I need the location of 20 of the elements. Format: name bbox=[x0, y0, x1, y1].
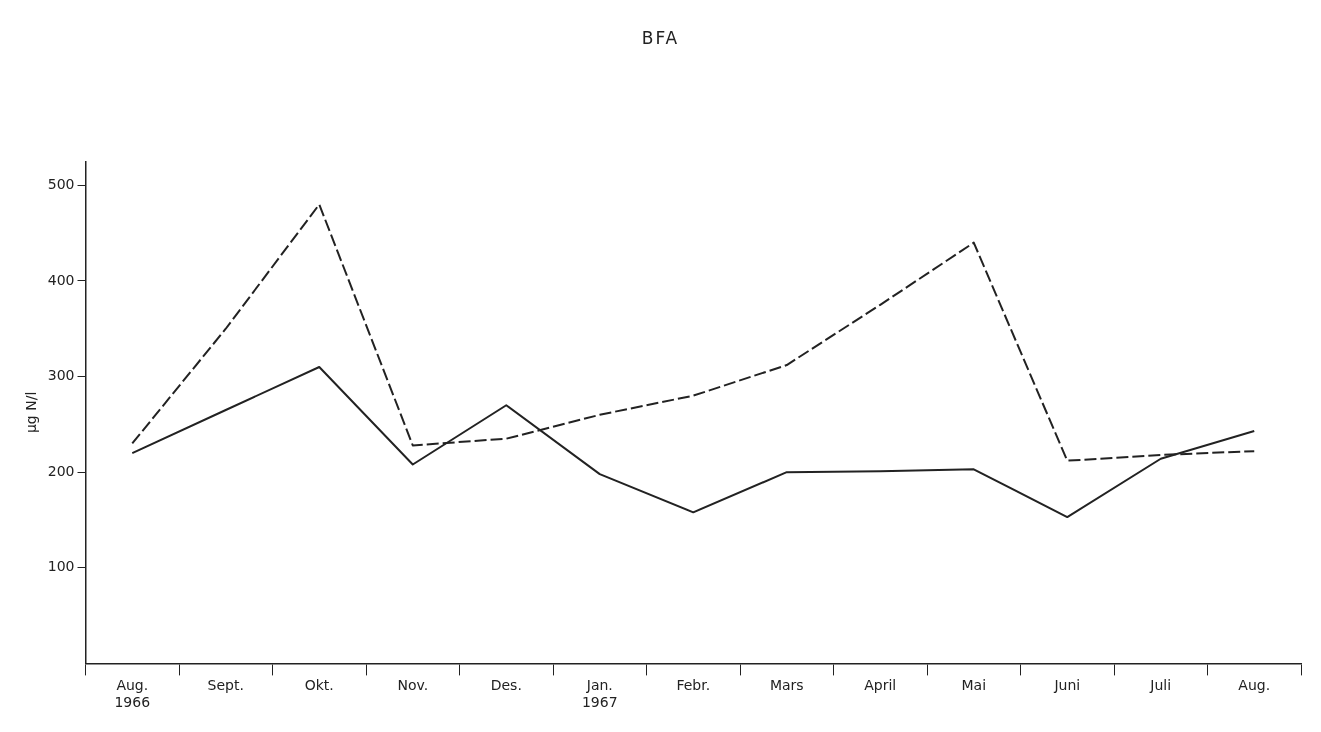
y-tick-label: 200 bbox=[47, 462, 75, 479]
x-tick-label: Juni bbox=[1053, 677, 1081, 694]
y-tick-label: 100 bbox=[47, 558, 75, 575]
x-tick-label: Nov. bbox=[397, 677, 429, 694]
y-tick-label: 500 bbox=[47, 175, 75, 192]
x-tick-label: Jan. 1967 bbox=[581, 677, 618, 711]
x-tick-label: Febr. bbox=[676, 677, 711, 694]
x-tick-label: Mai bbox=[961, 677, 987, 694]
x-tick-label: Juli bbox=[1149, 677, 1172, 694]
chart-title: BFA bbox=[640, 28, 681, 48]
x-tick-label: Aug. 1966 bbox=[114, 677, 151, 711]
y-tick-label: 300 bbox=[47, 367, 75, 384]
x-tick-label: Des. bbox=[490, 677, 522, 694]
x-tick-label: Okt. bbox=[304, 677, 334, 694]
x-tick-label: Mars bbox=[769, 677, 804, 694]
y-tick-label: 400 bbox=[47, 271, 75, 288]
x-tick-label: Aug. bbox=[1238, 677, 1271, 694]
x-tick-label: April bbox=[864, 677, 897, 694]
y-axis-title: µg N/l bbox=[23, 391, 40, 434]
x-tick-label: Sept. bbox=[207, 677, 244, 694]
